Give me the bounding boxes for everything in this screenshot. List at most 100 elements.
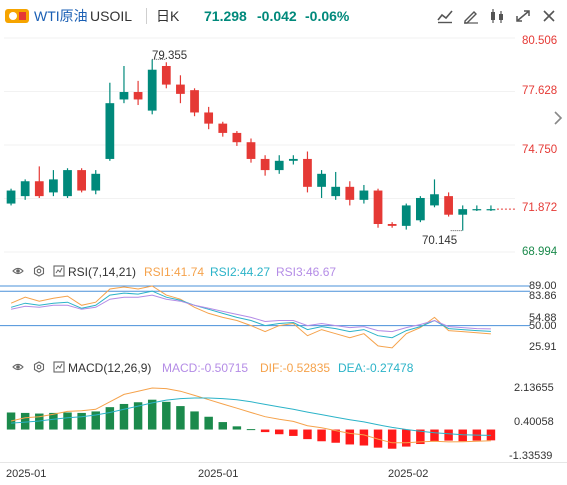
macd-histogram-bar: [387, 429, 397, 449]
candle-body: [232, 132, 242, 143]
time-axis: 2025-01 2025-01 2025-02: [0, 462, 567, 485]
candle-body: [345, 186, 355, 200]
rsi-axis-label: 54.88: [529, 312, 557, 324]
macd-histogram-bar: [77, 412, 86, 430]
price-axis-label: 80.506: [522, 35, 558, 47]
candle-body: [430, 194, 439, 206]
time-axis-label: 2025-01: [6, 468, 47, 480]
candle-body: [190, 90, 199, 113]
candle-body: [34, 181, 44, 197]
candle-body: [20, 181, 30, 197]
candle-body: [63, 170, 72, 197]
rsi-axis-label: 50.00: [529, 320, 557, 332]
candle-body: [288, 158, 298, 161]
macd-histogram-bar: [6, 412, 16, 430]
close-icon[interactable]: [540, 8, 558, 24]
instrument-title: WTI原油: [34, 8, 88, 24]
candle-body: [387, 224, 397, 226]
candle-body: [317, 173, 326, 187]
macd-histogram-bar: [49, 412, 58, 430]
price-axis-label: 71.872: [522, 202, 558, 214]
chevron-right-icon[interactable]: [551, 104, 565, 132]
macd-histogram-bar: [91, 411, 100, 430]
macd-histogram-bar: [444, 429, 453, 441]
candle-body: [218, 123, 228, 133]
indicator-icon[interactable]: [436, 8, 454, 24]
candle-body: [331, 186, 341, 197]
draw-icon[interactable]: [462, 8, 480, 24]
macd-histogram-bar: [162, 401, 171, 430]
candle-body: [458, 209, 468, 215]
price-axis-label: 68.994: [522, 246, 558, 258]
dif-value: DIF:-0.52835: [260, 361, 331, 375]
macd-histogram-bar: [359, 429, 369, 446]
macd-axis-label: 0.40058: [514, 416, 554, 428]
indicator-type-icon[interactable]: [53, 361, 65, 373]
macd-histogram-bar: [416, 429, 425, 445]
macd-histogram-bar: [458, 429, 467, 442]
macd-histogram-bar: [147, 399, 157, 430]
macd-histogram-bar: [317, 429, 326, 442]
macd-label: MACD(12,26,9): [68, 361, 152, 375]
macd-axis-label: 2.13655: [514, 382, 554, 394]
rsi3-value: RSI3:46.67: [276, 265, 337, 279]
rsi2-value: RSI2:44.27: [210, 265, 271, 279]
visibility-eye-icon[interactable]: [12, 361, 24, 373]
fullscreen-icon[interactable]: [514, 8, 532, 24]
candle-body: [119, 92, 129, 100]
candle-body: [147, 69, 157, 111]
macd-histogram-bar: [402, 429, 411, 447]
rsi-chart[interactable]: [0, 282, 567, 354]
candle-body: [246, 142, 256, 159]
candle-body: [49, 179, 58, 193]
settings-gear-icon[interactable]: [33, 361, 45, 373]
rsi-label: RSI(7,14,21): [68, 265, 137, 279]
candle-body: [486, 209, 496, 211]
candle-body: [6, 190, 16, 204]
header-divider: [146, 8, 147, 24]
price-change-percent: -0.06%: [305, 8, 350, 24]
macd-histogram-bar: [289, 429, 298, 436]
macd-histogram-bar: [35, 413, 44, 430]
timeframe-selector[interactable]: 日K: [156, 8, 180, 24]
indicator-type-icon[interactable]: [53, 265, 65, 277]
macd-histogram-bar: [345, 429, 355, 445]
macd-signal-line: [11, 397, 491, 436]
rsi-series-line: [10, 285, 491, 349]
macd-chart[interactable]: [0, 378, 567, 462]
macd-histogram-bar: [303, 429, 312, 440]
candle-body: [133, 92, 143, 100]
price-chart[interactable]: [0, 30, 567, 260]
rsi-series-line: [10, 290, 491, 339]
compare-icon[interactable]: [488, 8, 506, 24]
visibility-eye-icon[interactable]: [12, 265, 24, 277]
macd-histogram-bar: [176, 406, 185, 430]
macd-histogram-bar: [331, 429, 340, 443]
settings-gear-icon[interactable]: [33, 265, 45, 277]
candle-body: [401, 205, 411, 226]
rsi-series-line: [10, 294, 491, 333]
time-axis-label: 2025-01: [198, 468, 239, 480]
rsi-axis-label: 83.86: [529, 290, 557, 302]
rsi1-value: RSI1:41.74: [144, 265, 205, 279]
price-change: -0.042: [257, 8, 297, 24]
macd-histogram-bar: [204, 416, 213, 430]
candle-body: [204, 112, 214, 124]
candle-body: [260, 158, 270, 171]
macd-histogram-bar: [430, 429, 439, 442]
macd-header: MACD(12,26,9) MACD:-0.50715 DIF:-0.52835…: [0, 358, 567, 376]
time-axis-label: 2025-02: [388, 468, 429, 480]
candle-body: [373, 190, 383, 225]
candle-body: [303, 158, 312, 187]
macd-histogram-bar: [232, 426, 242, 430]
candle-body: [105, 103, 115, 159]
dea-value: DEA:-0.27478: [338, 361, 414, 375]
macd-histogram-bar: [274, 429, 284, 435]
macd-histogram-bar: [218, 422, 228, 430]
candle-body: [415, 197, 425, 221]
candle-body: [161, 65, 171, 85]
price-axis-label: 74.750: [522, 144, 558, 156]
low-marker-label: 70.145: [422, 235, 458, 247]
instrument-symbol[interactable]: USOIL: [90, 8, 133, 24]
macd-histogram-bar: [260, 429, 270, 433]
